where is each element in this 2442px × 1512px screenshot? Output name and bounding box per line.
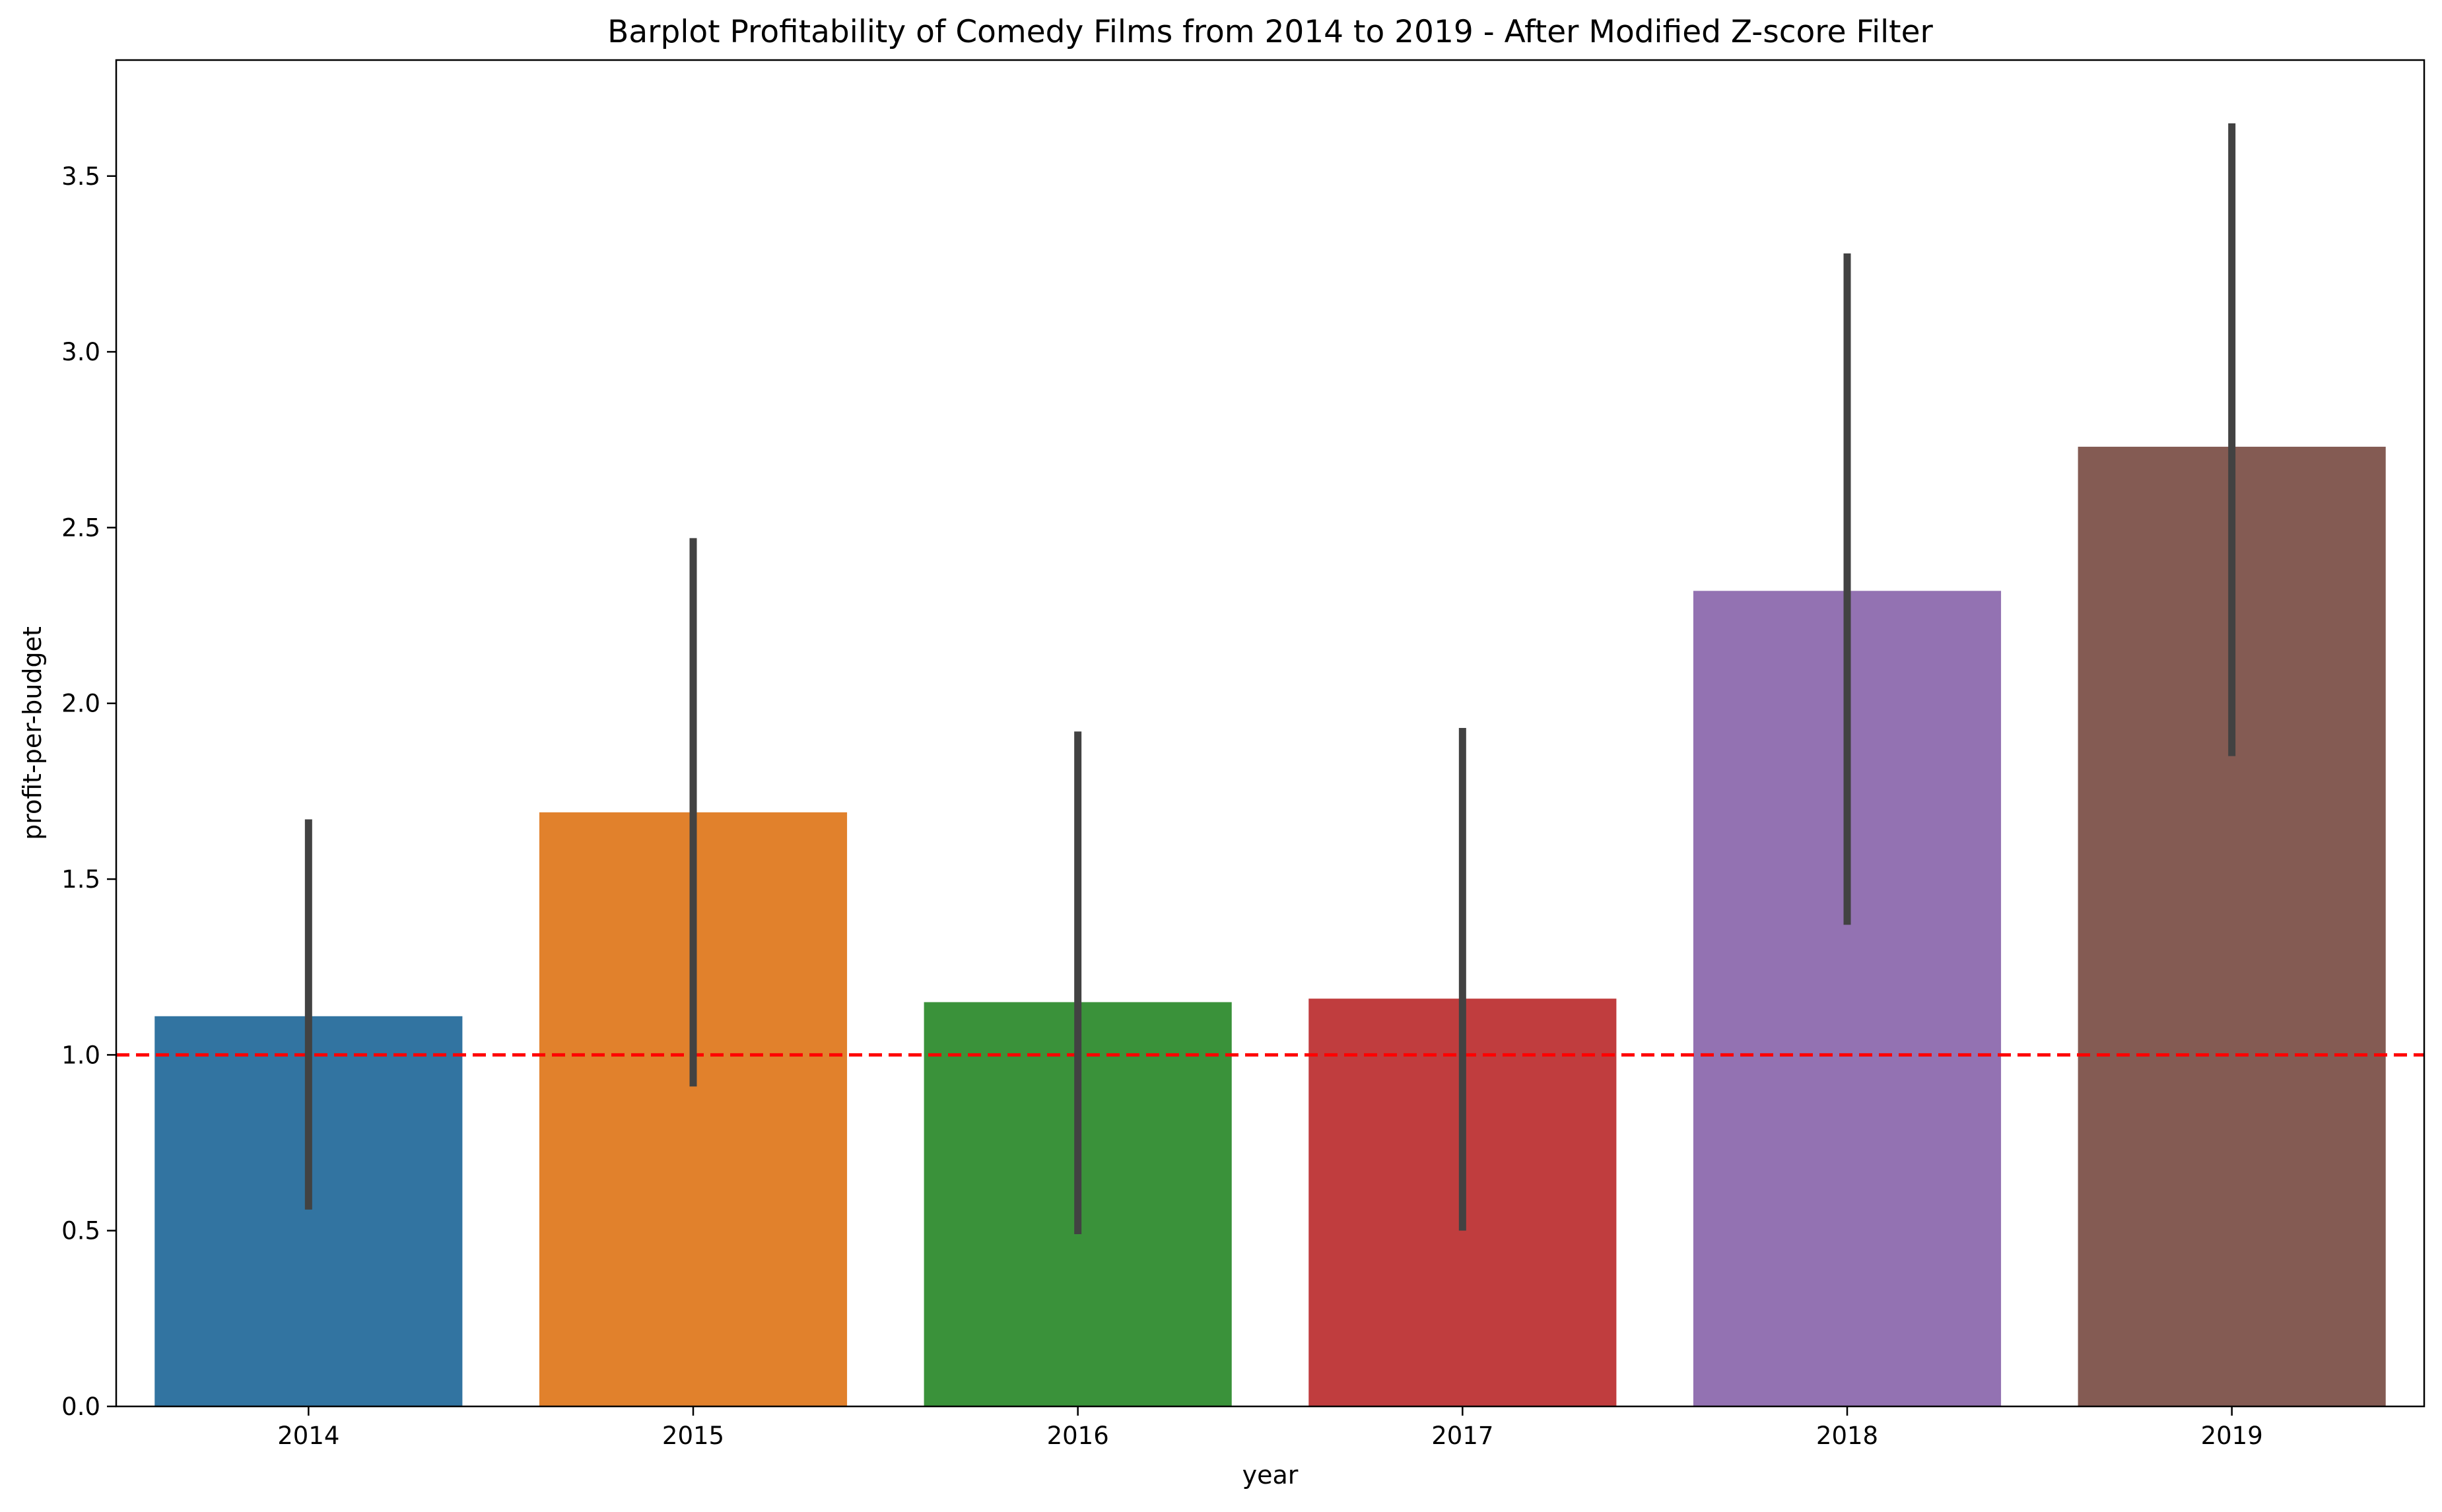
- y-tick-label: 3.0: [61, 338, 100, 366]
- x-tick-label: 2017: [1431, 1422, 1493, 1450]
- x-tick-label: 2015: [662, 1422, 724, 1450]
- x-tick-label: 2016: [1047, 1422, 1109, 1450]
- plot-area-frame: [115, 59, 2425, 1408]
- x-tick-label: 2014: [277, 1422, 339, 1450]
- x-axis-label: year: [1242, 1461, 1299, 1490]
- y-tick-label: 2.0: [61, 690, 100, 718]
- error-bars-layer: [304, 123, 2236, 1235]
- y-tick-label: 1.5: [61, 865, 100, 894]
- x-axis-ticks: 2014 2015 2016 2017 2018 2019: [277, 1406, 2263, 1450]
- y-axis-label: profit-per-budget: [18, 626, 47, 840]
- y-tick-label: 0.5: [61, 1217, 100, 1245]
- x-tick-label: 2018: [1816, 1422, 1878, 1450]
- x-tick-label: 2019: [2201, 1422, 2263, 1450]
- y-tick-label: 2.5: [61, 513, 100, 542]
- y-tick-label: 3.5: [61, 162, 100, 191]
- chart-title: Barplot Profitability of Comedy Films fr…: [607, 14, 1933, 50]
- y-axis-ticks: 0.0 0.5 1.0 1.5 2.0 2.5 3.0 3.5: [61, 162, 116, 1421]
- y-tick-label: 0.0: [61, 1393, 100, 1421]
- y-tick-label: 1.0: [61, 1041, 100, 1069]
